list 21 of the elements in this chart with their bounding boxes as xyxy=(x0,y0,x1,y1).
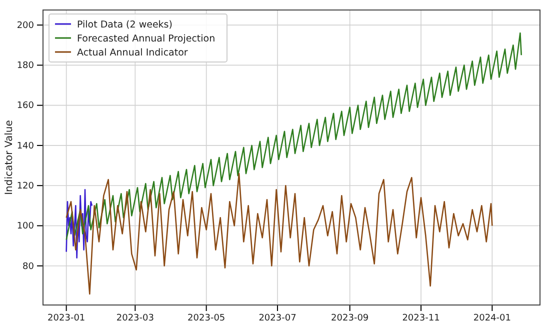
x-tick-label: 2023-09 xyxy=(331,313,369,324)
x-tick-label: 2023-05 xyxy=(188,313,226,324)
line-series xyxy=(66,172,493,295)
x-tick-label: 2024-01 xyxy=(473,313,511,324)
y-tick-label: 180 xyxy=(16,61,34,72)
y-tick-label: 200 xyxy=(16,20,34,31)
legend-label: Pilot Data (2 weeks) xyxy=(77,20,172,30)
legend-label: Actual Annual Indicator xyxy=(77,48,188,58)
x-tick-label: 2023-03 xyxy=(116,313,154,324)
y-axis-title: Indicator Value xyxy=(4,120,15,195)
y-tick-label: 120 xyxy=(16,181,34,192)
x-tick-label: 2023-01 xyxy=(48,313,86,324)
x-tick-label: 2023-11 xyxy=(402,313,440,324)
line-series xyxy=(66,32,522,240)
y-tick-label: 100 xyxy=(16,222,34,232)
legend-label: Forecasted Annual Projection xyxy=(77,34,216,44)
line-series xyxy=(66,188,93,258)
y-tick-label: 140 xyxy=(16,141,34,152)
y-tick-label: 160 xyxy=(16,101,34,112)
y-tick-label: 80 xyxy=(22,262,34,272)
x-tick-label: 2023-07 xyxy=(258,313,296,324)
